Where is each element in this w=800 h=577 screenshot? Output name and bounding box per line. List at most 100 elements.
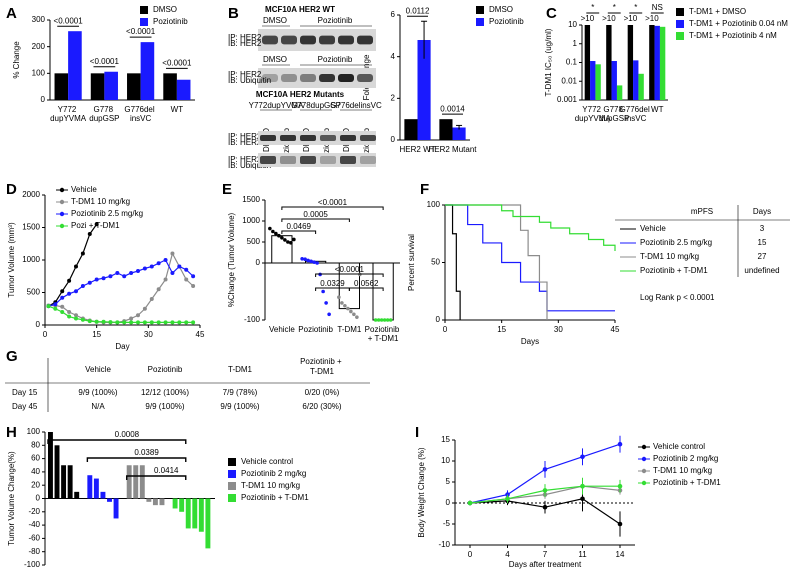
annotation: *: [613, 3, 616, 12]
point: [87, 319, 92, 324]
y-tick-label: 10: [441, 456, 450, 465]
text-line: Poziotinib: [365, 325, 402, 334]
x-tick-label: Vehicle: [269, 325, 295, 334]
y-tick-label: 15: [441, 435, 450, 444]
table-cell: 27: [758, 252, 767, 261]
y-tick-label: -40: [28, 520, 40, 529]
point: [136, 269, 140, 274]
panel-letter: G: [6, 348, 18, 365]
y-tick-label: 50: [431, 258, 440, 267]
mean-bar: [372, 262, 394, 321]
x-tick-label: 15: [497, 325, 506, 334]
bar: [185, 498, 191, 529]
bar: [611, 61, 617, 100]
bracket: [348, 287, 384, 291]
point: [108, 320, 113, 325]
point: [580, 454, 585, 460]
point: [142, 266, 147, 271]
blot-band: [260, 135, 276, 141]
x-axis-label: Days after treatment: [509, 560, 582, 569]
point: [327, 312, 331, 317]
legend-swatch: [676, 8, 684, 16]
y-tick-label: 0: [36, 494, 41, 503]
point: [542, 504, 548, 510]
text-line: G776del: [620, 105, 652, 114]
panel-letter: C: [546, 5, 557, 22]
y-tick-label: 100: [27, 427, 41, 436]
y-tick-label: 0: [256, 258, 261, 267]
blot-band: [281, 74, 297, 82]
point: [94, 222, 99, 227]
legend-label: Vehicle control: [653, 442, 705, 451]
x-tick-label: 4: [505, 550, 510, 559]
blot-band: [262, 35, 278, 45]
bar: [152, 498, 158, 506]
y-tick-label: -100: [24, 560, 41, 569]
bar: [159, 498, 165, 506]
point: [306, 258, 310, 263]
point: [80, 251, 85, 256]
value-label: >10: [581, 14, 595, 23]
bar: [627, 25, 634, 100]
point: [542, 488, 548, 493]
y-tick-label: 0: [41, 95, 46, 104]
y-tick-label: 2: [391, 93, 396, 102]
bracket: [126, 475, 187, 480]
x-tick-label: G778 dupGSP: [599, 105, 629, 123]
panel-letter: B: [228, 5, 239, 22]
legend-swatch: [476, 6, 484, 14]
y-axis-label: Tumor Volume Change(%): [7, 451, 16, 546]
table-cell: 0/20 (0%): [305, 388, 340, 397]
point: [303, 257, 307, 262]
y-axis-label: Percent survival: [407, 234, 416, 291]
text-line: Y772: [582, 105, 603, 114]
text-line: insVC: [625, 114, 647, 123]
x-tick-label: 0: [443, 325, 448, 334]
blot-band: [300, 135, 316, 141]
point: [67, 291, 72, 296]
annotation: 0.0005: [303, 210, 328, 219]
blot-band: [300, 156, 316, 164]
y-tick-label: 0: [446, 498, 451, 507]
legend-swatch: [476, 18, 484, 26]
series-line: [48, 259, 194, 307]
y-tick-label: 1000: [242, 216, 260, 225]
x-tick-label: WT: [171, 105, 184, 114]
x-tick-label: 0: [43, 330, 48, 339]
point: [156, 261, 161, 266]
point: [191, 284, 196, 288]
table-cell: N/A: [91, 402, 105, 411]
annotation: <0.0001: [54, 16, 84, 25]
point: [163, 320, 168, 325]
x-tick-label: WT: [651, 105, 664, 114]
blot-band: [280, 156, 296, 164]
point: [163, 277, 168, 282]
legend-label: Poziotinib 2.5 mg/kg: [71, 209, 143, 218]
treatment-label: Poziotinib: [318, 55, 353, 64]
point: [87, 232, 92, 236]
panel-letter: E: [222, 181, 232, 198]
x-tick-label: 11: [578, 550, 587, 559]
point: [376, 318, 381, 322]
table-header: Poziotinib: [148, 365, 183, 374]
legend-label: Vehicle control: [241, 457, 293, 466]
point: [617, 441, 623, 447]
point: [142, 306, 147, 311]
point: [191, 274, 196, 279]
y-tick-label: 80: [31, 440, 40, 449]
point: [80, 284, 85, 288]
point: [324, 301, 328, 305]
legend-label: Poziotinib 2.5 mg/kg: [640, 238, 712, 247]
table-cell: 15: [758, 238, 767, 247]
point: [115, 271, 120, 275]
point: [292, 237, 296, 242]
annotation: <0.0001: [90, 57, 120, 66]
annotation: 0.0329: [320, 279, 345, 288]
table-cell: 12/12 (100%): [141, 388, 189, 397]
legend-marker: [641, 444, 647, 450]
series-line: [48, 305, 194, 323]
blot-band: [281, 35, 297, 45]
point: [352, 312, 356, 317]
mutant-label: G778dupGSP: [291, 101, 341, 110]
bar: [606, 25, 612, 100]
